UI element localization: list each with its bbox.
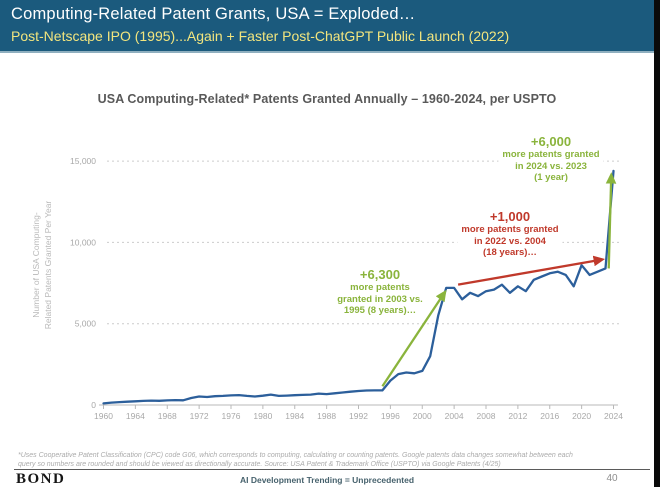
- x-tick-label: 2004: [445, 411, 464, 421]
- header-subtitle: Post-Netscape IPO (1995)...Again + Faste…: [11, 28, 510, 44]
- x-tick-label: 2012: [508, 411, 527, 421]
- annotation-headline: +6,300: [359, 267, 401, 282]
- annotation-line: granted in 2003 vs.: [337, 293, 423, 305]
- y-tick-label: 5,000: [75, 319, 97, 329]
- x-tick-label: 2020: [572, 411, 591, 421]
- x-tick-label: 1972: [190, 411, 209, 421]
- footer-divider: [14, 469, 650, 470]
- annotation-line: in 2022 vs. 2004: [474, 235, 546, 247]
- x-tick-label: 2024: [604, 411, 623, 421]
- x-tick-label: 2016: [540, 411, 559, 421]
- annotation-line: (1 year): [534, 172, 568, 183]
- annotation-arrow: [605, 172, 617, 269]
- x-tick-label: 1996: [381, 411, 400, 421]
- patents-series-line: [102, 169, 615, 405]
- chart-annotation: +6,300 more patents granted in 2003 vs. 199…: [333, 266, 427, 318]
- annotation-arrow: [381, 289, 447, 387]
- x-tick-label: 1976: [222, 411, 241, 421]
- annotation-line: 1995 (8 years)…: [343, 305, 417, 316]
- annotation-line: more patents: [350, 282, 410, 293]
- footnote-line-2: query so numbers are rounded and should …: [18, 461, 501, 468]
- annotation-headline: +6,000: [530, 134, 572, 149]
- x-tick-label: 1992: [349, 411, 368, 421]
- y-tick-label: 15,000: [70, 156, 96, 166]
- annotation-line: (18 years)…: [483, 247, 537, 258]
- chart-title: USA Computing-Related* Patents Granted A…: [97, 92, 557, 106]
- x-tick-label: 1988: [317, 411, 336, 421]
- x-tick-label: 2008: [477, 411, 496, 421]
- page-number: 40: [606, 473, 618, 484]
- y-tick-label: 10,000: [70, 237, 96, 247]
- x-tick-label: 1964: [126, 411, 145, 421]
- annotation-headline: +1,000: [489, 209, 531, 224]
- y-tick-label: 0: [91, 400, 96, 410]
- x-tick-label: 1960: [94, 411, 113, 421]
- annotation-line: more patents granted: [502, 149, 600, 160]
- annotation-line: in 2024 vs. 2023: [515, 160, 587, 172]
- x-tick-label: 1980: [253, 411, 272, 421]
- header-title: Computing-Related Patent Grants, USA = E…: [11, 5, 416, 23]
- x-tick-label: 2000: [413, 411, 432, 421]
- footer-caption: AI Development Trending = Unprecedented: [239, 475, 415, 485]
- x-tick-label: 1968: [158, 411, 177, 421]
- chart-annotation: +1,000 more patents granted in 2022 vs. 20…: [457, 208, 563, 260]
- footnote-line-1: *Uses Cooperative Patent Classification …: [18, 452, 573, 459]
- screenshot-right-edge-strip: [654, 0, 660, 487]
- annotation-line: more patents granted: [461, 224, 559, 235]
- annotation-arrow: [457, 255, 606, 286]
- x-tick-label: 1984: [285, 411, 304, 421]
- header-banner: Computing-Related Patent Grants, USA = E…: [0, 0, 654, 53]
- bond-logo: BOND: [16, 471, 66, 487]
- chart-annotation: +6,000 more patents granted in 2024 vs. 20…: [498, 133, 604, 185]
